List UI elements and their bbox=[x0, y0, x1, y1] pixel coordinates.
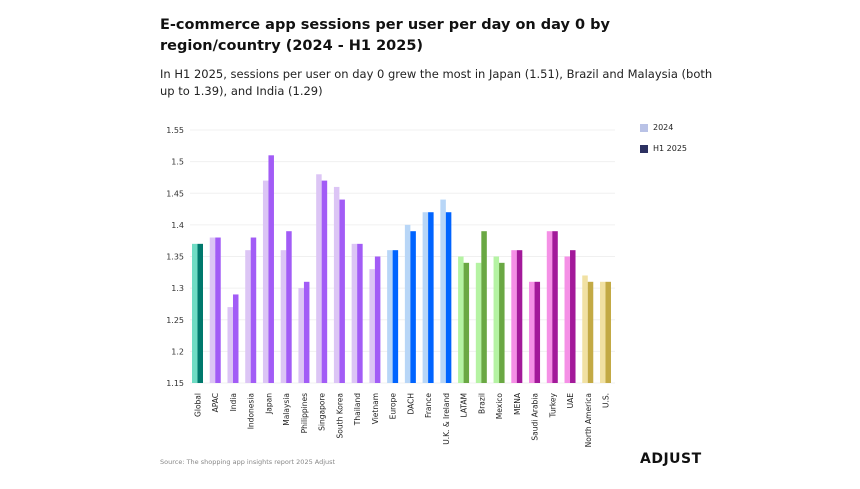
x-tick-label: Europe bbox=[389, 393, 398, 420]
x-tick-label: India bbox=[229, 393, 238, 411]
x-tick-label: APAC bbox=[211, 393, 220, 412]
bar-2024 bbox=[404, 224, 411, 383]
x-tick-label: Brazil bbox=[477, 393, 486, 414]
y-tick-label: 1.4 bbox=[171, 221, 184, 230]
bar-h1-2025 bbox=[286, 231, 292, 383]
legend-item-2024: 2024 bbox=[640, 123, 673, 132]
bar-2024 bbox=[387, 250, 393, 383]
x-tick-label: U.K. & Ireland bbox=[442, 393, 451, 445]
bar-h1-2025 bbox=[445, 212, 452, 383]
bar-2024 bbox=[209, 237, 216, 383]
bar-2024 bbox=[458, 256, 464, 383]
legend-swatch-2024 bbox=[640, 123, 648, 132]
bar-h1-2025 bbox=[268, 155, 274, 383]
bar-h1-2025 bbox=[321, 180, 328, 383]
x-tick-label: Malaysia bbox=[282, 393, 291, 426]
legend-item-h1-2025: H1 2025 bbox=[640, 144, 687, 153]
bar-h1-2025 bbox=[410, 231, 416, 383]
bar-h1-2025 bbox=[357, 243, 363, 383]
bar-h1-2025 bbox=[215, 237, 221, 383]
bar-h1-2025 bbox=[374, 256, 381, 383]
bar-h1-2025 bbox=[428, 212, 434, 383]
x-tick-label: Turkey bbox=[548, 392, 557, 418]
source-note: Source: The shopping app insights report… bbox=[160, 458, 336, 466]
bar-2024 bbox=[582, 275, 588, 383]
bar-2024 bbox=[351, 243, 358, 383]
y-tick-label: 1.15 bbox=[166, 379, 184, 388]
bar-2024 bbox=[280, 250, 287, 383]
bar-h1-2025 bbox=[481, 231, 487, 383]
bar-h1-2025 bbox=[605, 281, 611, 383]
bar-h1-2025 bbox=[499, 262, 505, 383]
bar-2024 bbox=[440, 199, 446, 383]
x-tick-label: Singapore bbox=[318, 393, 327, 431]
y-tick-label: 1.35 bbox=[166, 253, 184, 262]
bar-2024 bbox=[564, 256, 571, 383]
x-tick-label: Thailand bbox=[353, 393, 362, 426]
y-tick-label: 1.45 bbox=[166, 189, 184, 198]
bar-h1-2025 bbox=[232, 294, 239, 383]
bar-2024 bbox=[511, 250, 517, 383]
bar-2024 bbox=[369, 269, 375, 383]
bar-2024 bbox=[316, 174, 322, 383]
x-tick-label: Indonesia bbox=[247, 393, 256, 429]
bar-2024 bbox=[475, 262, 482, 383]
bar-2024 bbox=[298, 288, 304, 383]
x-tick-label: DACH bbox=[406, 393, 415, 415]
x-tick-label: Vietnam bbox=[371, 393, 380, 424]
x-tick-label: LATAM bbox=[460, 393, 469, 418]
bar-h1-2025 bbox=[534, 281, 541, 383]
bar-h1-2025 bbox=[339, 199, 345, 383]
x-tick-label: Mexico bbox=[495, 393, 504, 420]
legend-label-2024: 2024 bbox=[653, 123, 674, 132]
adjust-logo: ADJUST bbox=[640, 451, 702, 467]
y-tick-label: 1.5 bbox=[171, 158, 184, 167]
x-tick-label: France bbox=[424, 393, 433, 418]
bar-h1-2025 bbox=[552, 231, 558, 383]
bar-2024 bbox=[333, 186, 340, 383]
bar-2024 bbox=[546, 231, 553, 383]
bar-h1-2025 bbox=[303, 281, 310, 383]
y-tick-label: 1.55 bbox=[166, 126, 184, 135]
bar-2024 bbox=[422, 212, 429, 383]
chart-subtitle: In H1 2025, sessions per user on day 0 g… bbox=[160, 67, 713, 98]
bar-2024 bbox=[245, 250, 251, 383]
chart-title: E-commerce app sessions per user per day… bbox=[160, 17, 610, 54]
bar-2024 bbox=[600, 281, 606, 383]
y-tick-label: 1.3 bbox=[171, 284, 184, 293]
y-tick-label: 1.25 bbox=[166, 316, 184, 325]
x-tick-label: MENA bbox=[513, 392, 522, 415]
bar-2024 bbox=[262, 180, 269, 383]
bar-2024 bbox=[493, 256, 500, 383]
bar-h1-2025 bbox=[197, 243, 203, 383]
x-tick-label: UAE bbox=[566, 393, 575, 409]
bar-h1-2025 bbox=[570, 250, 576, 383]
bar-2024 bbox=[192, 243, 198, 383]
legend-swatch-h1-2025 bbox=[640, 144, 648, 153]
x-tick-label: Saudi Arabia bbox=[531, 393, 540, 441]
y-tick-label: 1.2 bbox=[171, 347, 184, 356]
legend-label-h1-2025: H1 2025 bbox=[653, 144, 688, 153]
x-tick-label: Japan bbox=[264, 393, 273, 415]
x-tick-label: South Korea bbox=[335, 393, 344, 438]
bar-2024 bbox=[529, 281, 535, 383]
x-tick-label: U.S. bbox=[602, 393, 611, 408]
bar-h1-2025 bbox=[250, 237, 257, 383]
bar-h1-2025 bbox=[392, 250, 399, 383]
bar-h1-2025 bbox=[516, 250, 523, 383]
bar-h1-2025 bbox=[463, 262, 470, 383]
x-tick-label: Global bbox=[194, 393, 203, 417]
x-tick-label: Philippines bbox=[300, 393, 309, 434]
bar-2024 bbox=[227, 307, 233, 383]
x-tick-label: North America bbox=[584, 393, 593, 447]
bar-h1-2025 bbox=[587, 281, 594, 383]
